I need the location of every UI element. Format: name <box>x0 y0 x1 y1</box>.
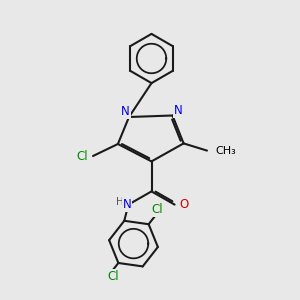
Text: Cl: Cl <box>76 149 88 163</box>
Text: Cl: Cl <box>107 270 119 283</box>
Text: H: H <box>116 197 124 207</box>
Text: Cl: Cl <box>151 203 163 217</box>
Text: N: N <box>173 103 182 117</box>
Text: O: O <box>179 198 188 211</box>
Text: N: N <box>122 198 131 211</box>
Text: CH₃: CH₃ <box>215 146 236 156</box>
Text: N: N <box>121 105 130 118</box>
